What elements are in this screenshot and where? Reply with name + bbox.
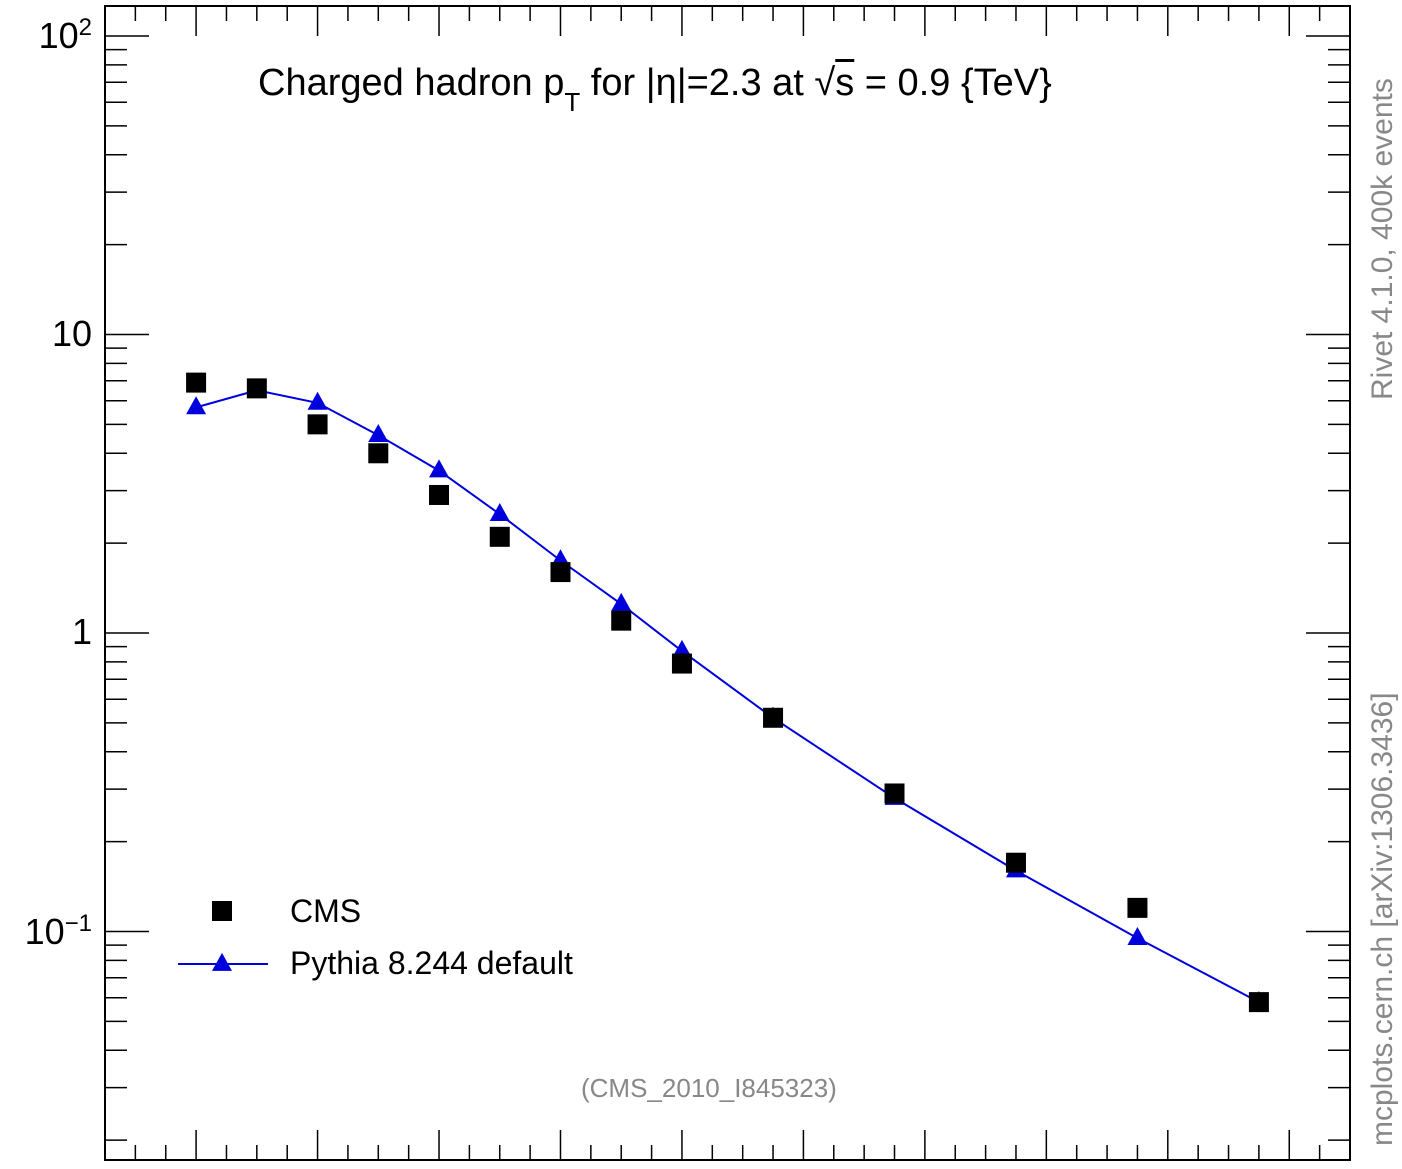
pythia-point xyxy=(368,424,389,443)
cms-point xyxy=(1005,852,1026,873)
cms-series xyxy=(186,372,1269,1013)
cms-point xyxy=(307,414,328,435)
cms-point xyxy=(1127,897,1148,918)
cms-point xyxy=(368,443,389,464)
chart-title: Charged hadron pT for |η|=2.3 at √s = 0.… xyxy=(258,62,1052,117)
cms-point xyxy=(550,562,571,583)
cms-point xyxy=(1248,992,1269,1013)
pythia-point xyxy=(611,592,632,611)
cms-point xyxy=(246,378,267,399)
legend-marker-cms xyxy=(212,901,232,921)
legend-label-cms: CMS xyxy=(290,893,362,929)
cms-point xyxy=(671,653,692,674)
cms-point xyxy=(611,610,632,631)
pythia-point xyxy=(429,459,450,478)
y-tick-label: 10 xyxy=(51,312,92,354)
cms-point xyxy=(489,526,510,547)
side-label-lower: mcplots.cern.ch [arXiv:1306.3436] xyxy=(1366,692,1399,1146)
plot-frame xyxy=(104,5,1351,1161)
axis-ticks xyxy=(105,6,1350,1160)
legend-marker-pythia xyxy=(212,952,232,971)
analysis-label: (CMS_2010_I845323) xyxy=(581,1073,837,1103)
pythia-line xyxy=(195,389,1260,1003)
pythia-point xyxy=(489,503,510,522)
y-tick-label: 1 xyxy=(71,611,92,652)
pythia-point xyxy=(307,391,328,410)
cms-point xyxy=(884,783,905,804)
legend-label-pythia: Pythia 8.244 default xyxy=(290,945,573,981)
cms-point xyxy=(186,372,207,393)
y-tick-label: 102 xyxy=(38,14,92,56)
pythia-point xyxy=(671,639,692,658)
cms-point xyxy=(763,707,784,728)
side-label-upper: Rivet 4.1.0, 400k events xyxy=(1366,78,1399,400)
pythia-point xyxy=(186,396,207,415)
frame-border xyxy=(104,5,1351,1161)
cms-point xyxy=(429,484,450,505)
y-tick-label: 10−1 xyxy=(24,909,92,952)
pythia-point xyxy=(1127,926,1148,945)
legend-markers xyxy=(178,901,268,971)
